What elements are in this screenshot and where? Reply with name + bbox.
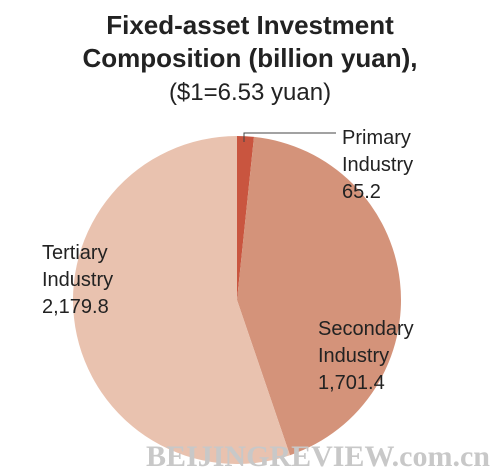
pie-slice (72, 136, 290, 464)
chart-subtitle: ($1=6.53 yuan) (169, 79, 331, 106)
leader-line (243, 132, 336, 142)
pie-slice (237, 136, 401, 456)
pie-slice (237, 136, 254, 300)
watermark: BEIJINGREVIEW.com.cn (146, 440, 490, 473)
category-label: Primary Industry (342, 127, 413, 176)
category-label: Secondary Industry (318, 318, 414, 367)
value-label: 1,701.4 (318, 372, 385, 394)
value-label: 2,179.8 (42, 296, 109, 318)
labels: Primary Industry 65.2 Secondary Industry 1,70… (42, 127, 414, 394)
chart-title: Fixed-asset Investment Composition (billi… (82, 10, 417, 73)
value-label: 65.2 (342, 181, 381, 203)
pie (72, 136, 401, 464)
category-label: Tertiary Industry (42, 242, 113, 291)
